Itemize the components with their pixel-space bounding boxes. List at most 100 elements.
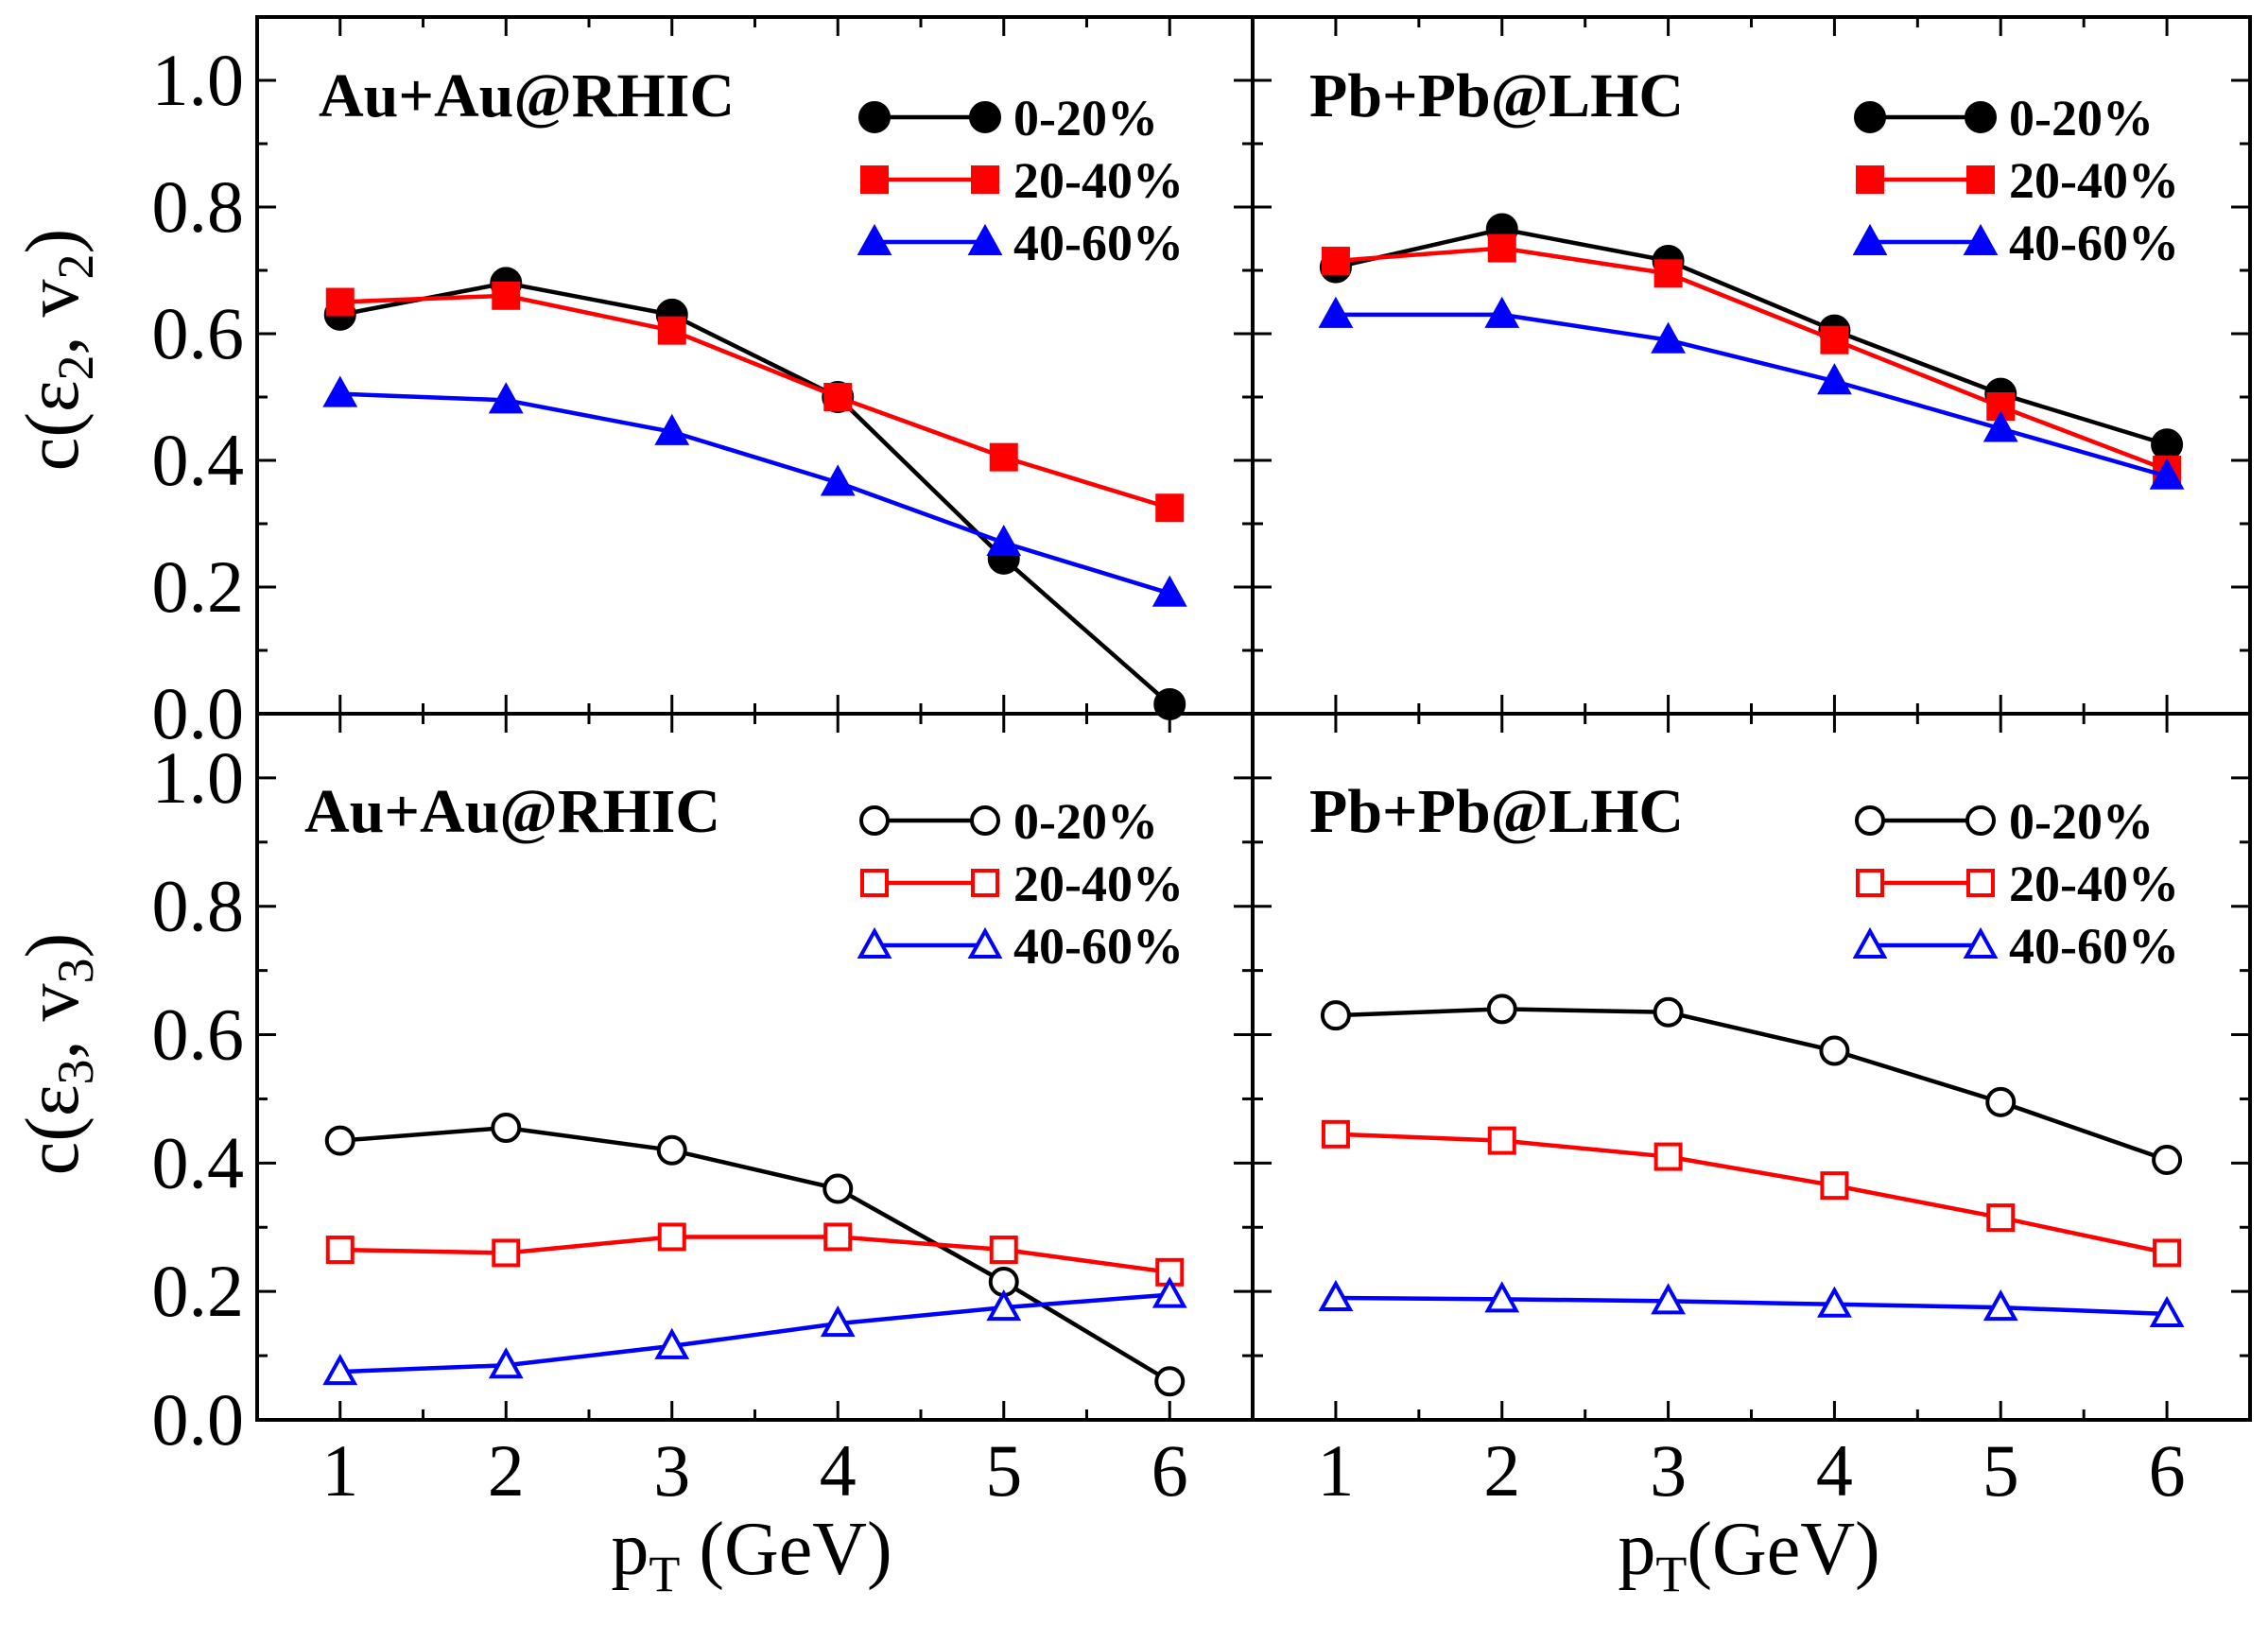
legend-marker — [1965, 101, 1997, 133]
data-point — [1982, 410, 2018, 442]
data-point — [1484, 1281, 1520, 1313]
y-tick-label: 0.2 — [152, 1250, 245, 1332]
x-tick-label: 3 — [653, 1429, 690, 1512]
series-line-0-20% — [1335, 227, 2168, 447]
legend-label: 40-60% — [2009, 918, 2179, 975]
x-tick-label: 2 — [1483, 1429, 1520, 1512]
legend-marker — [970, 805, 1000, 836]
y-tick-label: 0.2 — [152, 545, 245, 628]
legend-marker — [858, 101, 891, 133]
legend-label: 0-20% — [1013, 90, 1158, 147]
data-point — [822, 1173, 854, 1204]
legend-marker — [1965, 805, 1996, 836]
y-axis-label-bottom: c(ε3, v3) — [11, 933, 104, 1175]
y-tick-label: 0.8 — [152, 165, 245, 248]
data-point — [1487, 233, 1516, 263]
x-tick-label: 5 — [985, 1429, 1022, 1512]
data-point — [1817, 1286, 1852, 1318]
x-tick-label: 2 — [488, 1429, 525, 1512]
data-point — [1321, 1119, 1350, 1149]
data-point — [1484, 296, 1520, 328]
data-point — [2149, 1295, 2185, 1327]
data-point — [325, 287, 355, 317]
legend-marker — [1963, 223, 1999, 255]
data-point — [1487, 1126, 1516, 1155]
data-point — [491, 1113, 522, 1144]
legend-marker — [1856, 869, 1884, 897]
legend-marker — [1856, 165, 1884, 194]
panel-frame — [1251, 712, 2252, 1422]
y-tick-label: 0.8 — [152, 865, 245, 947]
data-point — [823, 1222, 853, 1252]
legend-marker — [969, 101, 1001, 133]
data-point — [1820, 1171, 1849, 1201]
y-tick-label: 0.4 — [152, 1121, 245, 1203]
legend-marker — [860, 165, 889, 194]
legend-marker — [971, 165, 999, 194]
data-point — [1321, 246, 1350, 275]
legend-marker — [1852, 223, 1888, 255]
data-point — [820, 1305, 856, 1338]
y-tick-label: 1.0 — [152, 736, 245, 819]
x-tick-label: 4 — [820, 1429, 857, 1512]
data-point — [1986, 1203, 2016, 1233]
data-point — [325, 1236, 355, 1265]
data-point — [1154, 1366, 1186, 1397]
data-point — [2152, 1144, 2183, 1175]
data-point — [1486, 994, 1517, 1025]
legend-marker — [1852, 926, 1888, 959]
legend-marker — [1855, 805, 1885, 836]
panel-top-left: 0.0 0.2 0.4 0.6 0.8 1.0 Au+Au@RHIC 0-20%20-40% 4… — [152, 15, 1255, 754]
data-point — [322, 375, 358, 407]
panel-bottom-left: 0.0 0.2 0.4 0.6 0.8 1.0 1 2 3 4 5 6 Au+Au@RHIC 0-20% 2… — [152, 712, 1255, 1512]
data-point — [1151, 575, 1187, 607]
y-tick-label: 1.0 — [152, 39, 245, 121]
data-point — [657, 1222, 686, 1252]
legend-label: 20-40% — [2009, 856, 2179, 912]
panel-title: Pb+Pb@LHC — [1309, 61, 1684, 130]
data-point — [1653, 259, 1683, 288]
x-tick-label: 3 — [1650, 1429, 1687, 1512]
data-point — [492, 281, 521, 310]
series-line-40-60% — [1335, 312, 2168, 478]
x-axis-label-left: pT (GeV) — [611, 1508, 892, 1602]
legend-label: 20-40% — [1013, 152, 1184, 209]
data-point — [654, 413, 690, 445]
data-point — [1155, 493, 1185, 523]
x-tick-label: 1 — [1317, 1429, 1354, 1512]
data-point — [989, 1236, 1018, 1265]
data-point — [654, 1327, 690, 1359]
y-tick-label: 0.0 — [152, 1378, 245, 1461]
x-tick-label: 4 — [1816, 1429, 1853, 1512]
series-line-0-20% — [339, 1125, 1171, 1384]
legend-marker — [967, 223, 1003, 255]
data-point — [1320, 1000, 1351, 1031]
y-tick-label: 0.6 — [152, 292, 245, 374]
data-point — [2151, 428, 2184, 461]
panel-title: Au+Au@RHIC — [319, 61, 735, 130]
series-line-20-40% — [339, 293, 1170, 510]
x-tick-label: 1 — [321, 1429, 358, 1512]
data-point — [488, 1347, 524, 1379]
legend-marker — [1963, 926, 1999, 959]
panel-top-right: Pb+Pb@LHC 0-20%20-40% 40-60% — [1251, 15, 2252, 716]
legend-label: 20-40% — [2009, 152, 2179, 209]
data-point — [324, 1125, 355, 1156]
legend-label: 20-40% — [1013, 856, 1184, 912]
data-point — [1819, 1035, 1850, 1066]
data-point — [2153, 1238, 2182, 1268]
data-point — [1817, 363, 1852, 395]
legend-label: 0-20% — [2009, 90, 2154, 147]
series-line-20-40% — [1335, 246, 2168, 473]
legend-marker — [1854, 101, 1886, 133]
legend-marker — [1966, 869, 1995, 897]
y-tick-label: 0.0 — [152, 672, 245, 754]
data-point — [1151, 1276, 1187, 1308]
legend-marker — [857, 223, 892, 255]
x-axis-label-right: pT(GeV) — [1618, 1508, 1879, 1602]
series-line-40-60% — [339, 1292, 1170, 1374]
legend-marker — [967, 926, 1003, 959]
data-point — [823, 383, 853, 411]
series-line-0-20% — [1335, 1007, 2168, 1163]
data-point — [1985, 1086, 2017, 1117]
